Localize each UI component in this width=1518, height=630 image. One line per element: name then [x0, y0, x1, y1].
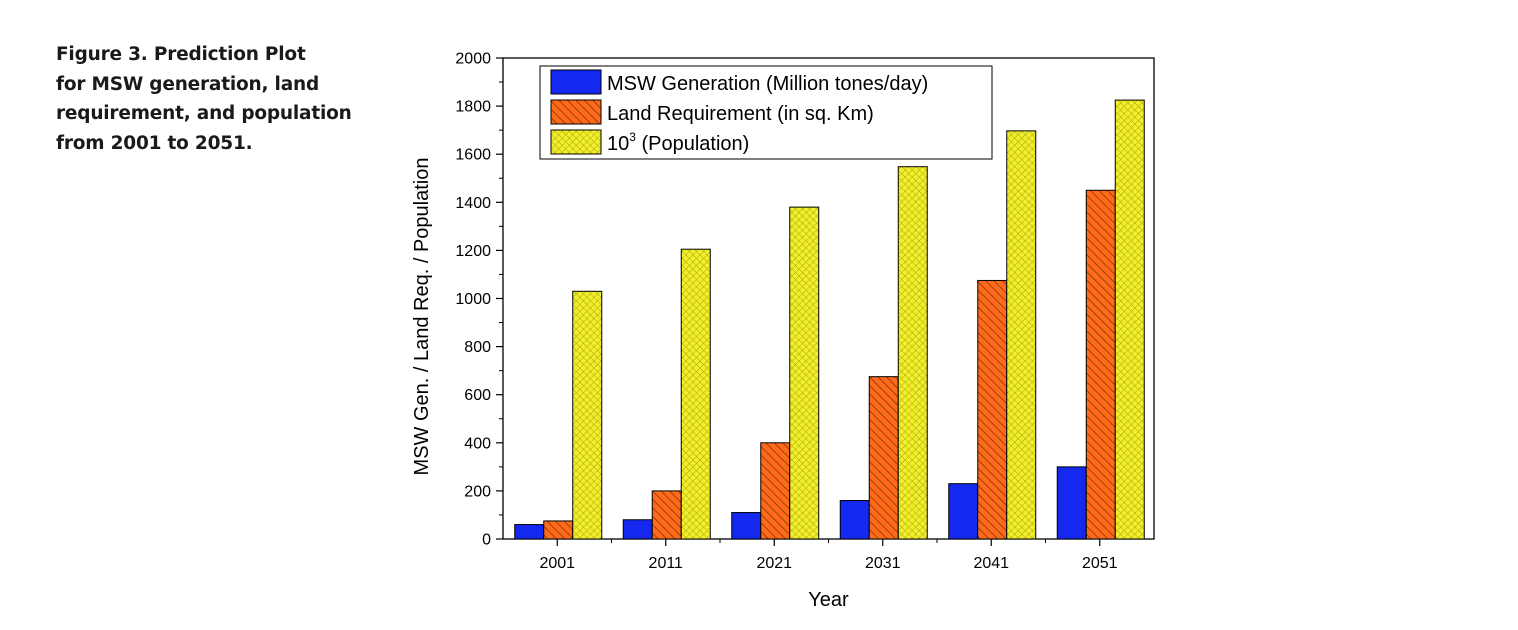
y-tick-label: 1400 — [455, 195, 491, 212]
y-axis-title: MSW Gen. / Land Req. / Population — [411, 158, 433, 476]
y-tick-label: 1600 — [455, 147, 491, 164]
y-tick-label: 400 — [464, 435, 491, 452]
x-tick-label: 2011 — [649, 555, 684, 572]
caption-line: requirement, and population — [56, 103, 352, 124]
legend-label: Land Requirement (in sq. Km) — [607, 103, 874, 125]
x-tick-label: 2031 — [865, 555, 901, 572]
x-tick-label: 2021 — [756, 555, 792, 572]
y-tick-label: 1000 — [455, 291, 491, 308]
y-tick-label: 1200 — [455, 243, 491, 260]
legend-swatch — [550, 129, 602, 155]
x-tick-label: 2041 — [973, 555, 1009, 572]
bar-msw-generation — [514, 524, 545, 540]
y-tick-label: 1800 — [455, 99, 491, 116]
x-tick-label: 2051 — [1082, 555, 1118, 572]
y-tick-label: 0 — [482, 532, 491, 549]
figure-caption: Figure 3. Prediction Plot for MSW genera… — [56, 40, 356, 158]
caption-line: Figure 3. Prediction Plot — [56, 44, 306, 65]
bar-msw-generation — [731, 512, 762, 540]
bar-land-requirement — [868, 376, 899, 540]
bar-land-requirement — [651, 490, 682, 540]
legend-label: 103 (Population) — [607, 130, 749, 155]
bar-population — [789, 206, 820, 540]
bar-land-requirement — [977, 279, 1008, 540]
x-tick-label: 2001 — [539, 555, 575, 572]
bar-population — [897, 166, 928, 540]
caption-line: from 2001 to 2051. — [56, 132, 253, 154]
bar-land-requirement — [760, 442, 791, 540]
y-tick-label: 800 — [464, 339, 491, 356]
x-axis-title: Year — [808, 589, 849, 611]
bar-population — [1006, 130, 1037, 540]
y-tick-label: 2000 — [455, 51, 491, 68]
bar-msw-generation — [622, 519, 653, 540]
bar-land-requirement — [543, 520, 574, 540]
legend-swatch — [550, 99, 602, 125]
legend-swatch — [550, 69, 602, 95]
bar-msw-generation — [1056, 466, 1087, 540]
bar-msw-generation — [948, 483, 979, 540]
caption-line: for MSW generation, land — [56, 73, 319, 95]
bar-population — [572, 290, 603, 540]
legend-box — [539, 65, 993, 160]
bar-land-requirement — [1085, 189, 1116, 540]
bar-population — [1114, 99, 1145, 540]
y-tick-label: 200 — [464, 483, 491, 500]
y-tick-label: 600 — [464, 387, 491, 404]
bar-population — [680, 248, 711, 540]
bar-msw-generation — [839, 500, 870, 540]
legend-label: MSW Generation (Million tones/day) — [607, 73, 928, 95]
